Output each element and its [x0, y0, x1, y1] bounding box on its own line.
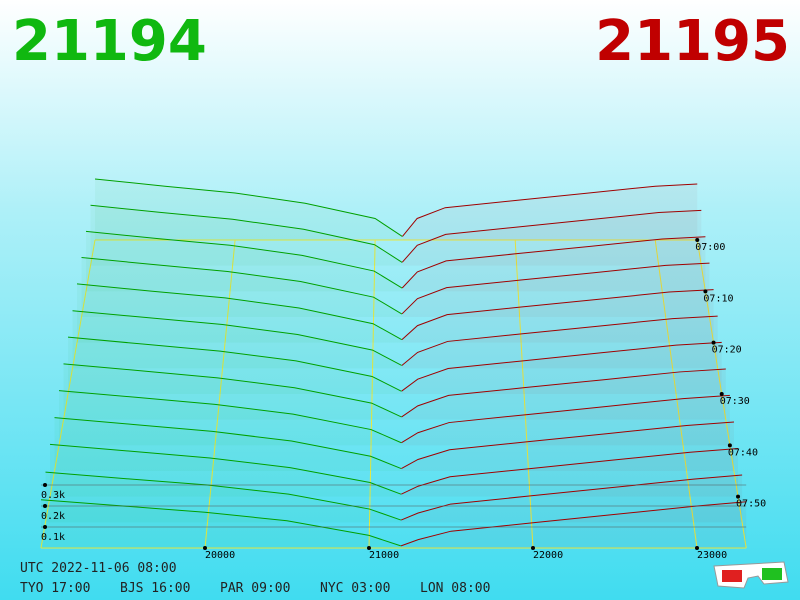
- ask-depth-fill: [401, 368, 726, 420]
- z-tick-label: 0.3k: [41, 490, 65, 501]
- ask-depth-fill: [401, 422, 734, 471]
- city-time: LON 08:00: [420, 581, 490, 596]
- ask-depth-line: [401, 315, 718, 366]
- city-time: BJS 16:00: [120, 581, 190, 596]
- bid-depth-fill: [90, 205, 403, 266]
- tick-mark: [531, 546, 535, 550]
- bid-depth-fill: [77, 283, 402, 343]
- ask-depth-line: [401, 341, 722, 392]
- grid-line: [368, 239, 376, 549]
- ask-depth-fill: [401, 342, 722, 394]
- ask-depth-fill: [402, 236, 706, 292]
- ask-depth-fill: [401, 448, 739, 497]
- best-ask: 21195: [595, 9, 790, 74]
- tick-mark: [43, 483, 47, 487]
- bid-depth-line: [90, 204, 403, 263]
- ask-depth-fill: [402, 184, 698, 240]
- bid-depth-line: [45, 471, 402, 521]
- time-tick-mark: [703, 289, 708, 294]
- bid-depth-line: [54, 417, 402, 470]
- bid-depth-fill: [45, 472, 401, 523]
- ask-depth-fill: [402, 210, 702, 266]
- bid-depth-line: [81, 257, 403, 315]
- ask-depth-line: [401, 289, 714, 341]
- best-bid: 21194: [12, 9, 207, 74]
- x-tick-label: 23000: [697, 550, 727, 561]
- bid-depth-line: [94, 178, 403, 237]
- bid-depth-line: [76, 283, 403, 341]
- bid-depth-fill: [95, 179, 403, 240]
- ask-depth-fill: [401, 289, 714, 343]
- tick-mark: [203, 546, 207, 550]
- ask-depth-fill: [400, 501, 747, 548]
- plot: 20000 21000 22000 23000 0.1k 0.2k 0.3k 07:00 07:…: [40, 178, 766, 561]
- ask-depth-line: [401, 394, 730, 444]
- z-tick-label: 0.2k: [41, 511, 65, 522]
- ask-depth-line: [401, 209, 702, 263]
- tick-mark: [367, 546, 371, 550]
- tick-mark: [43, 525, 47, 529]
- time-tick-label: 07:40: [728, 447, 758, 458]
- city-time: PAR 09:00: [220, 581, 290, 596]
- time-tick-mark: [719, 392, 724, 396]
- utc-time: UTC 2022-11-06 08:00: [20, 561, 177, 576]
- bid-depth-line: [72, 310, 402, 366]
- bid-depth-fill: [72, 310, 402, 369]
- time-tick-label: 07:00: [695, 242, 725, 253]
- bid-depth-fill: [81, 257, 402, 317]
- bid-depth-line: [58, 390, 402, 444]
- grid-edge: [40, 239, 96, 549]
- time-tick-mark: [736, 494, 741, 499]
- grid-line: [514, 239, 534, 549]
- time-tick-label: 07:50: [736, 499, 766, 510]
- ask-depth-line: [401, 421, 734, 470]
- ask-depth-line: [401, 448, 739, 495]
- bid-depth-fill: [68, 337, 402, 394]
- x-tick-label: 21000: [369, 550, 399, 561]
- bid-depth-line: [85, 230, 403, 289]
- bid-depth-fill: [50, 444, 402, 497]
- time-tick-label: 07:10: [703, 293, 733, 304]
- tick-mark: [43, 504, 47, 508]
- ask-depth-line: [401, 236, 706, 289]
- time-tick-label: 07:30: [720, 396, 750, 407]
- x-tick-label: 22000: [533, 550, 563, 561]
- bid-depth-line: [63, 363, 402, 418]
- city-time: NYC 03:00: [320, 581, 390, 596]
- time-tick-mark: [695, 238, 700, 242]
- grid-line: [204, 239, 236, 549]
- bid-depth-fill: [63, 363, 402, 420]
- x-tick-label: 20000: [205, 550, 235, 561]
- bid-depth-line: [49, 443, 402, 495]
- time-tick-label: 07:20: [712, 345, 742, 356]
- ask-depth-fill: [401, 316, 718, 369]
- ask-depth-line: [400, 474, 743, 521]
- bid-depth-line: [67, 336, 402, 392]
- city-time: TYO 17:00: [20, 581, 90, 596]
- ask-depth-fill: [401, 395, 730, 446]
- bid-depth-fill: [59, 390, 402, 446]
- bid-depth-fill: [86, 231, 403, 292]
- tick-mark: [695, 546, 699, 550]
- ask-depth-line: [401, 368, 726, 418]
- bid-depth-fill: [54, 417, 402, 471]
- time-tick-mark: [727, 443, 732, 448]
- 3d-glasses-icon: [713, 561, 789, 589]
- city-times: TYO 17:00 BJS 16:00 PAR 09:00 NYC 03:00 LON …: [20, 581, 490, 596]
- bid-depth-fill: [41, 499, 401, 548]
- ask-depth-fill: [402, 263, 710, 317]
- ask-depth-line: [402, 183, 698, 237]
- time-tick-mark: [711, 340, 716, 345]
- ask-depth-line: [401, 262, 710, 315]
- bid-depth-line: [40, 499, 401, 547]
- z-tick-label: 0.1k: [41, 532, 65, 543]
- grid-line: [654, 239, 698, 549]
